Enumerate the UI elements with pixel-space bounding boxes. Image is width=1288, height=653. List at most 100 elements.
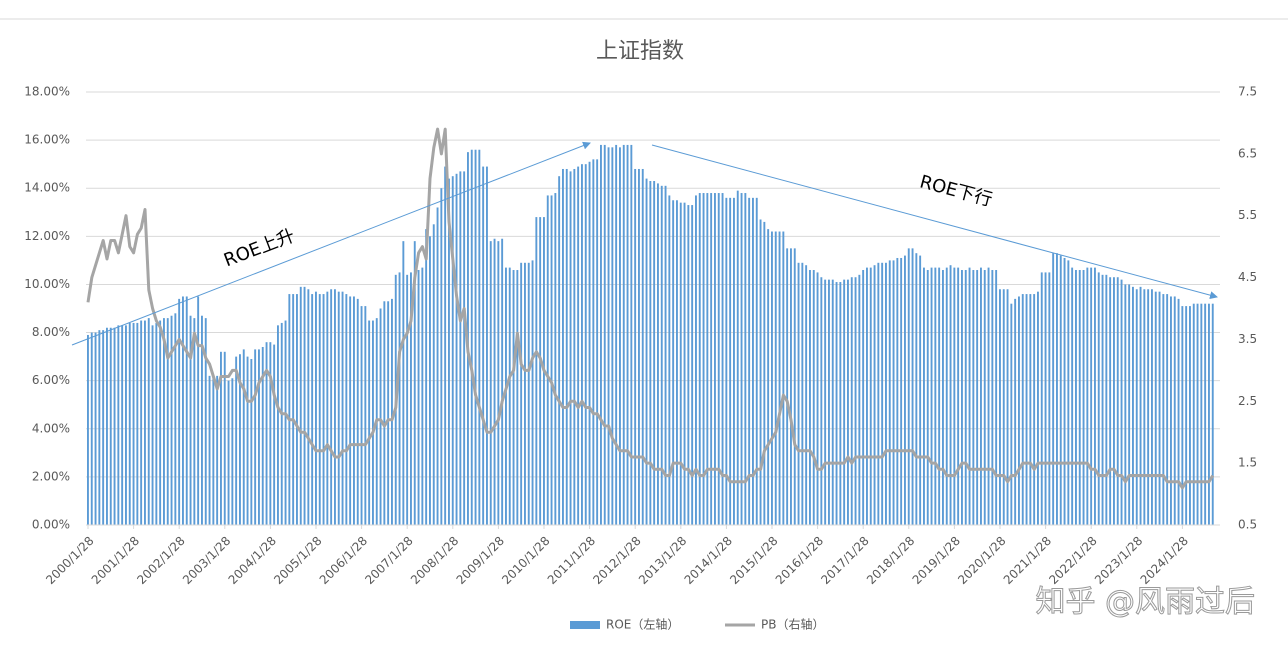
bar bbox=[820, 277, 823, 525]
bar bbox=[508, 267, 511, 525]
bar bbox=[1173, 296, 1176, 525]
bar bbox=[170, 315, 173, 525]
x-tick-label: 2024/1/28 bbox=[1138, 534, 1191, 587]
bar bbox=[558, 176, 561, 525]
bar bbox=[584, 164, 587, 525]
bar bbox=[679, 202, 682, 525]
bar bbox=[752, 197, 754, 525]
bar bbox=[600, 144, 602, 525]
bar bbox=[1018, 296, 1020, 525]
bar bbox=[292, 294, 295, 525]
bar bbox=[1124, 284, 1127, 525]
bar bbox=[87, 334, 89, 525]
annotation: ROE上升 bbox=[221, 225, 298, 271]
bar bbox=[725, 197, 728, 525]
bar bbox=[136, 322, 139, 525]
bar bbox=[1211, 303, 1214, 525]
bar bbox=[869, 267, 872, 525]
bar bbox=[581, 164, 583, 525]
bar bbox=[208, 375, 211, 525]
bar bbox=[197, 296, 200, 525]
bar bbox=[983, 270, 986, 525]
bar bbox=[360, 306, 363, 525]
bar bbox=[178, 298, 181, 525]
bar bbox=[1021, 294, 1024, 525]
bar bbox=[341, 291, 344, 525]
bar bbox=[1151, 289, 1153, 525]
bar bbox=[687, 205, 690, 526]
bar bbox=[915, 253, 918, 525]
bar bbox=[155, 322, 158, 525]
bar bbox=[938, 267, 941, 525]
y2-tick-label: 6.5 bbox=[1238, 146, 1257, 160]
bar bbox=[953, 267, 956, 525]
bar bbox=[968, 267, 971, 525]
x-tick-label: 2006/1/28 bbox=[317, 534, 370, 587]
bar bbox=[866, 267, 868, 525]
bar bbox=[269, 342, 272, 525]
bar bbox=[976, 270, 979, 525]
bar bbox=[767, 229, 770, 525]
y-tick-label: 4.00% bbox=[32, 421, 70, 435]
bar bbox=[1135, 289, 1138, 525]
bar bbox=[330, 289, 333, 525]
bar bbox=[113, 327, 116, 525]
bar bbox=[1170, 296, 1172, 525]
bar bbox=[311, 294, 314, 525]
trend-arrow bbox=[71, 141, 591, 346]
bar bbox=[425, 229, 428, 525]
bar bbox=[809, 270, 811, 525]
bar bbox=[858, 274, 861, 525]
y2-tick-label: 5.5 bbox=[1238, 208, 1257, 222]
bar bbox=[782, 231, 785, 525]
bar bbox=[710, 193, 713, 526]
bar bbox=[877, 262, 880, 525]
bar bbox=[1048, 272, 1051, 525]
bar bbox=[1192, 303, 1195, 525]
bar bbox=[964, 270, 967, 525]
y-tick-label: 10.00% bbox=[24, 277, 70, 291]
bar bbox=[1162, 294, 1165, 525]
x-tick-label: 2010/1/28 bbox=[499, 534, 552, 587]
bar bbox=[1010, 303, 1013, 525]
x-tick-label: 2009/1/28 bbox=[454, 534, 507, 587]
bar bbox=[212, 375, 215, 525]
bar bbox=[888, 260, 891, 525]
bar bbox=[1044, 272, 1047, 525]
bar bbox=[607, 147, 610, 526]
bar bbox=[1143, 289, 1146, 525]
bar bbox=[816, 272, 819, 525]
bar bbox=[649, 181, 652, 525]
x-tick-label: 2023/1/28 bbox=[1092, 534, 1145, 587]
bar bbox=[603, 144, 606, 525]
bar bbox=[1139, 286, 1142, 525]
bar bbox=[201, 315, 203, 525]
bar bbox=[429, 236, 431, 526]
bar bbox=[896, 257, 899, 525]
bar bbox=[185, 296, 188, 525]
bar bbox=[204, 318, 207, 525]
bar bbox=[1200, 303, 1203, 525]
bar bbox=[1097, 272, 1100, 525]
bar bbox=[771, 231, 773, 525]
bar bbox=[698, 193, 701, 526]
x-tick-label: 2022/1/28 bbox=[1046, 534, 1099, 587]
bar bbox=[934, 267, 937, 525]
bar bbox=[1063, 257, 1066, 525]
bar bbox=[277, 325, 279, 525]
bar bbox=[117, 325, 120, 525]
bar bbox=[174, 313, 177, 525]
bar bbox=[801, 262, 804, 525]
bar bbox=[733, 197, 735, 525]
bar bbox=[242, 349, 245, 525]
bar bbox=[436, 207, 439, 525]
bar bbox=[995, 270, 998, 525]
bar bbox=[923, 267, 925, 525]
bar bbox=[900, 257, 903, 525]
bar bbox=[1033, 294, 1036, 525]
bar bbox=[128, 322, 131, 525]
bar bbox=[630, 144, 633, 525]
bar bbox=[569, 171, 572, 525]
bar bbox=[246, 356, 249, 525]
bar bbox=[383, 301, 386, 525]
